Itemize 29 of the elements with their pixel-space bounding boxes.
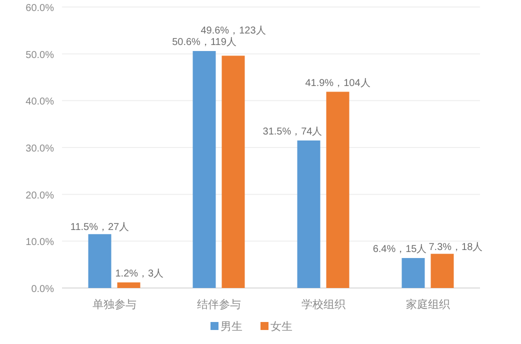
x-tick-label: 结伴参与 [196,298,241,311]
x-tick-label: 学校组织 [301,298,346,311]
data-label: 41.9%，104人 [305,78,370,89]
bar [88,234,112,288]
data-label: 1.2%，3人 [115,268,164,280]
y-tick-label: 20.0% [26,190,54,202]
bar [326,92,350,288]
data-label: 49.6%，123人 [200,26,266,37]
bar [297,140,320,288]
y-tick-label: 0.0% [31,284,54,295]
y-tick-label: 30.0% [26,144,54,154]
x-tick-label: 单独参与 [92,298,136,311]
y-tick-label: 40.0% [26,96,54,108]
bar [117,282,140,288]
y-tick-label: 50.0% [26,50,54,61]
x-tick-label: 家庭组织 [406,298,450,311]
data-label: 7.3%，18人 [428,242,483,253]
data-label: 6.4%，15人 [372,244,427,256]
legend-label: 女生 [270,320,292,333]
legend-label: 男生 [220,320,242,333]
bar [402,258,425,288]
bar [430,254,454,288]
data-label: 11.5%，27人 [70,222,130,234]
y-tick-label: 60.0% [26,3,54,14]
data-label: 31.5%，74人 [262,126,322,138]
data-label: 50.6%，119人 [172,37,236,48]
bar [192,51,216,288]
y-tick-label: 10.0% [26,237,54,248]
bar [222,56,245,288]
